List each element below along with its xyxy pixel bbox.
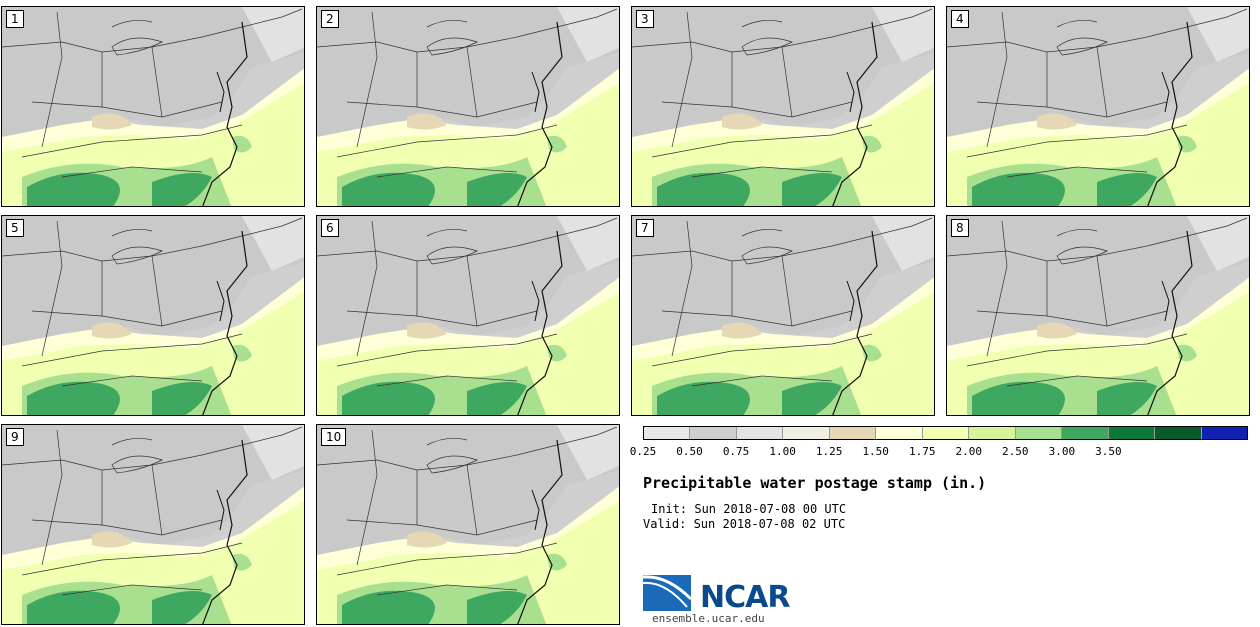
colorbar-tick-label: 1.75 <box>908 445 936 458</box>
map-panel-7: 7 <box>631 215 935 416</box>
panel-number: 7 <box>636 219 654 237</box>
colorbar-swatch <box>875 427 922 439</box>
valid-time: Valid: Sun 2018-07-08 02 UTC <box>643 517 846 531</box>
colorbar-swatch <box>1014 427 1062 439</box>
colorbar-swatch <box>1107 427 1155 439</box>
colorbar-swatch <box>1154 427 1201 439</box>
colorbar-swatch <box>644 427 690 439</box>
panel-number: 10 <box>321 428 347 446</box>
colorbar-swatch <box>735 427 783 439</box>
colorbar-swatch <box>1061 427 1108 439</box>
colorbar-tick-label: 0.75 <box>722 445 750 458</box>
init-time: Init: Sun 2018-07-08 00 UTC <box>651 502 847 516</box>
colorbar-ticks: 0.25 0.50 0.75 1.00 1.25 1.50 1.75 2.00 2.50 3.00… <box>630 445 1260 459</box>
colorbar-tick-label: 2.00 <box>955 445 983 458</box>
panel-number: 8 <box>951 219 969 237</box>
map-panel-10: 10 <box>316 424 620 625</box>
colorbar-swatch <box>828 427 876 439</box>
map-panel-4: 4 <box>946 6 1250 207</box>
colorbar-swatch <box>1200 427 1248 439</box>
map-panel-8: 8 <box>946 215 1250 416</box>
logo-text: NCAR <box>700 580 790 615</box>
map-panel-5: 5 <box>1 215 305 416</box>
panel-number: 2 <box>321 10 339 28</box>
colorbar-tick-label: 1.00 <box>769 445 796 458</box>
colorbar-swatch <box>782 427 829 439</box>
colorbar-tick-label: 0.25 <box>629 445 657 458</box>
logo-url: ensemble.ucar.edu <box>652 612 765 625</box>
map-panel-1: 1 <box>1 6 305 207</box>
colorbar-tick-label: 2.50 <box>1002 445 1029 458</box>
panel-number: 5 <box>6 219 24 237</box>
colorbar-swatch <box>689 427 736 439</box>
figure-title: Precipitable water postage stamp (in.) <box>643 474 987 492</box>
ncar-logo-icon <box>643 575 693 611</box>
panel-number: 4 <box>951 10 969 28</box>
panel-number: 3 <box>636 10 654 28</box>
panel-number: 1 <box>6 10 24 28</box>
colorbar-tick-label: 0.50 <box>676 445 703 458</box>
map-panel-2: 2 <box>316 6 620 207</box>
map-panel-6: 6 <box>316 215 620 416</box>
colorbar-tick-label: 3.00 <box>1048 445 1076 458</box>
map-panel-9: 9 <box>1 424 305 625</box>
panel-number: 9 <box>6 428 24 446</box>
colorbar-tick-label: 1.50 <box>862 445 889 458</box>
colorbar <box>643 426 1248 440</box>
panel-number: 6 <box>321 219 339 237</box>
colorbar-tick-label: 3.50 <box>1095 445 1122 458</box>
colorbar-swatch <box>968 427 1015 439</box>
colorbar-swatch <box>921 427 969 439</box>
colorbar-tick-label: 1.25 <box>815 445 843 458</box>
map-panel-3: 3 <box>631 6 935 207</box>
